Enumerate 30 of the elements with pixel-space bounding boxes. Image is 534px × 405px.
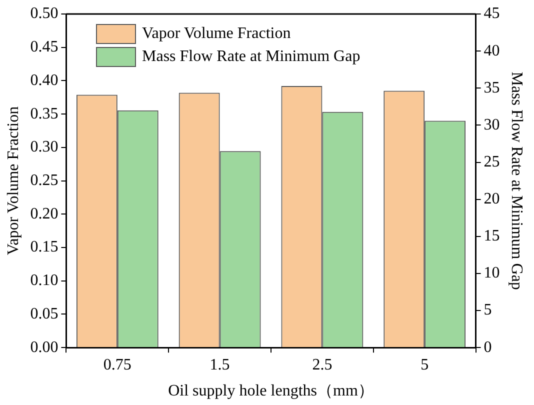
y2-tick-label: 20 (484, 190, 500, 208)
legend-label: Vapor Volume Fraction (142, 25, 291, 43)
y2-tick-label: 45 (484, 5, 500, 22)
y-tick-label: 0.45 (30, 38, 58, 56)
y-tick-label: 0.30 (30, 138, 58, 156)
y-tick-label: 0.00 (30, 338, 58, 356)
y-tick-label: 0.25 (30, 172, 58, 190)
y-tick-label: 0.20 (30, 205, 58, 222)
x-axis-title: Oil supply hole lengths（mm） (168, 382, 374, 400)
y2-tick-label: 30 (484, 116, 500, 134)
y-axis-title: Vapor Volume Fraction (4, 106, 22, 256)
y-tick-label: 0.35 (30, 105, 58, 122)
y2-axis-title: Mass Flow Rate at Minimum Gap (508, 72, 526, 290)
y2-tick-label: 5 (484, 302, 492, 319)
y2-tick-label: 15 (484, 228, 500, 245)
y2-tick-label: 25 (484, 153, 500, 170)
x-tick-label: 1.5 (210, 356, 230, 374)
y2-tick-label: 10 (484, 264, 500, 282)
y2-tick-label: 35 (484, 79, 500, 96)
y-tick-label: 0.15 (30, 238, 58, 256)
y2-tick-label: 40 (484, 42, 500, 60)
x-tick-label: 0.75 (103, 356, 132, 374)
legend-label: Mass Flow Rate at Minimum Gap (142, 48, 360, 66)
y-tick-label: 0.50 (30, 5, 58, 22)
x-tick-label: 5 (420, 356, 429, 374)
y2-tick-label: 0 (484, 338, 492, 356)
y-tick-label: 0.40 (30, 72, 58, 89)
y-tick-label: 0.10 (30, 272, 58, 290)
y-tick-label: 0.05 (30, 305, 58, 322)
x-tick-label: 2.5 (312, 356, 332, 374)
